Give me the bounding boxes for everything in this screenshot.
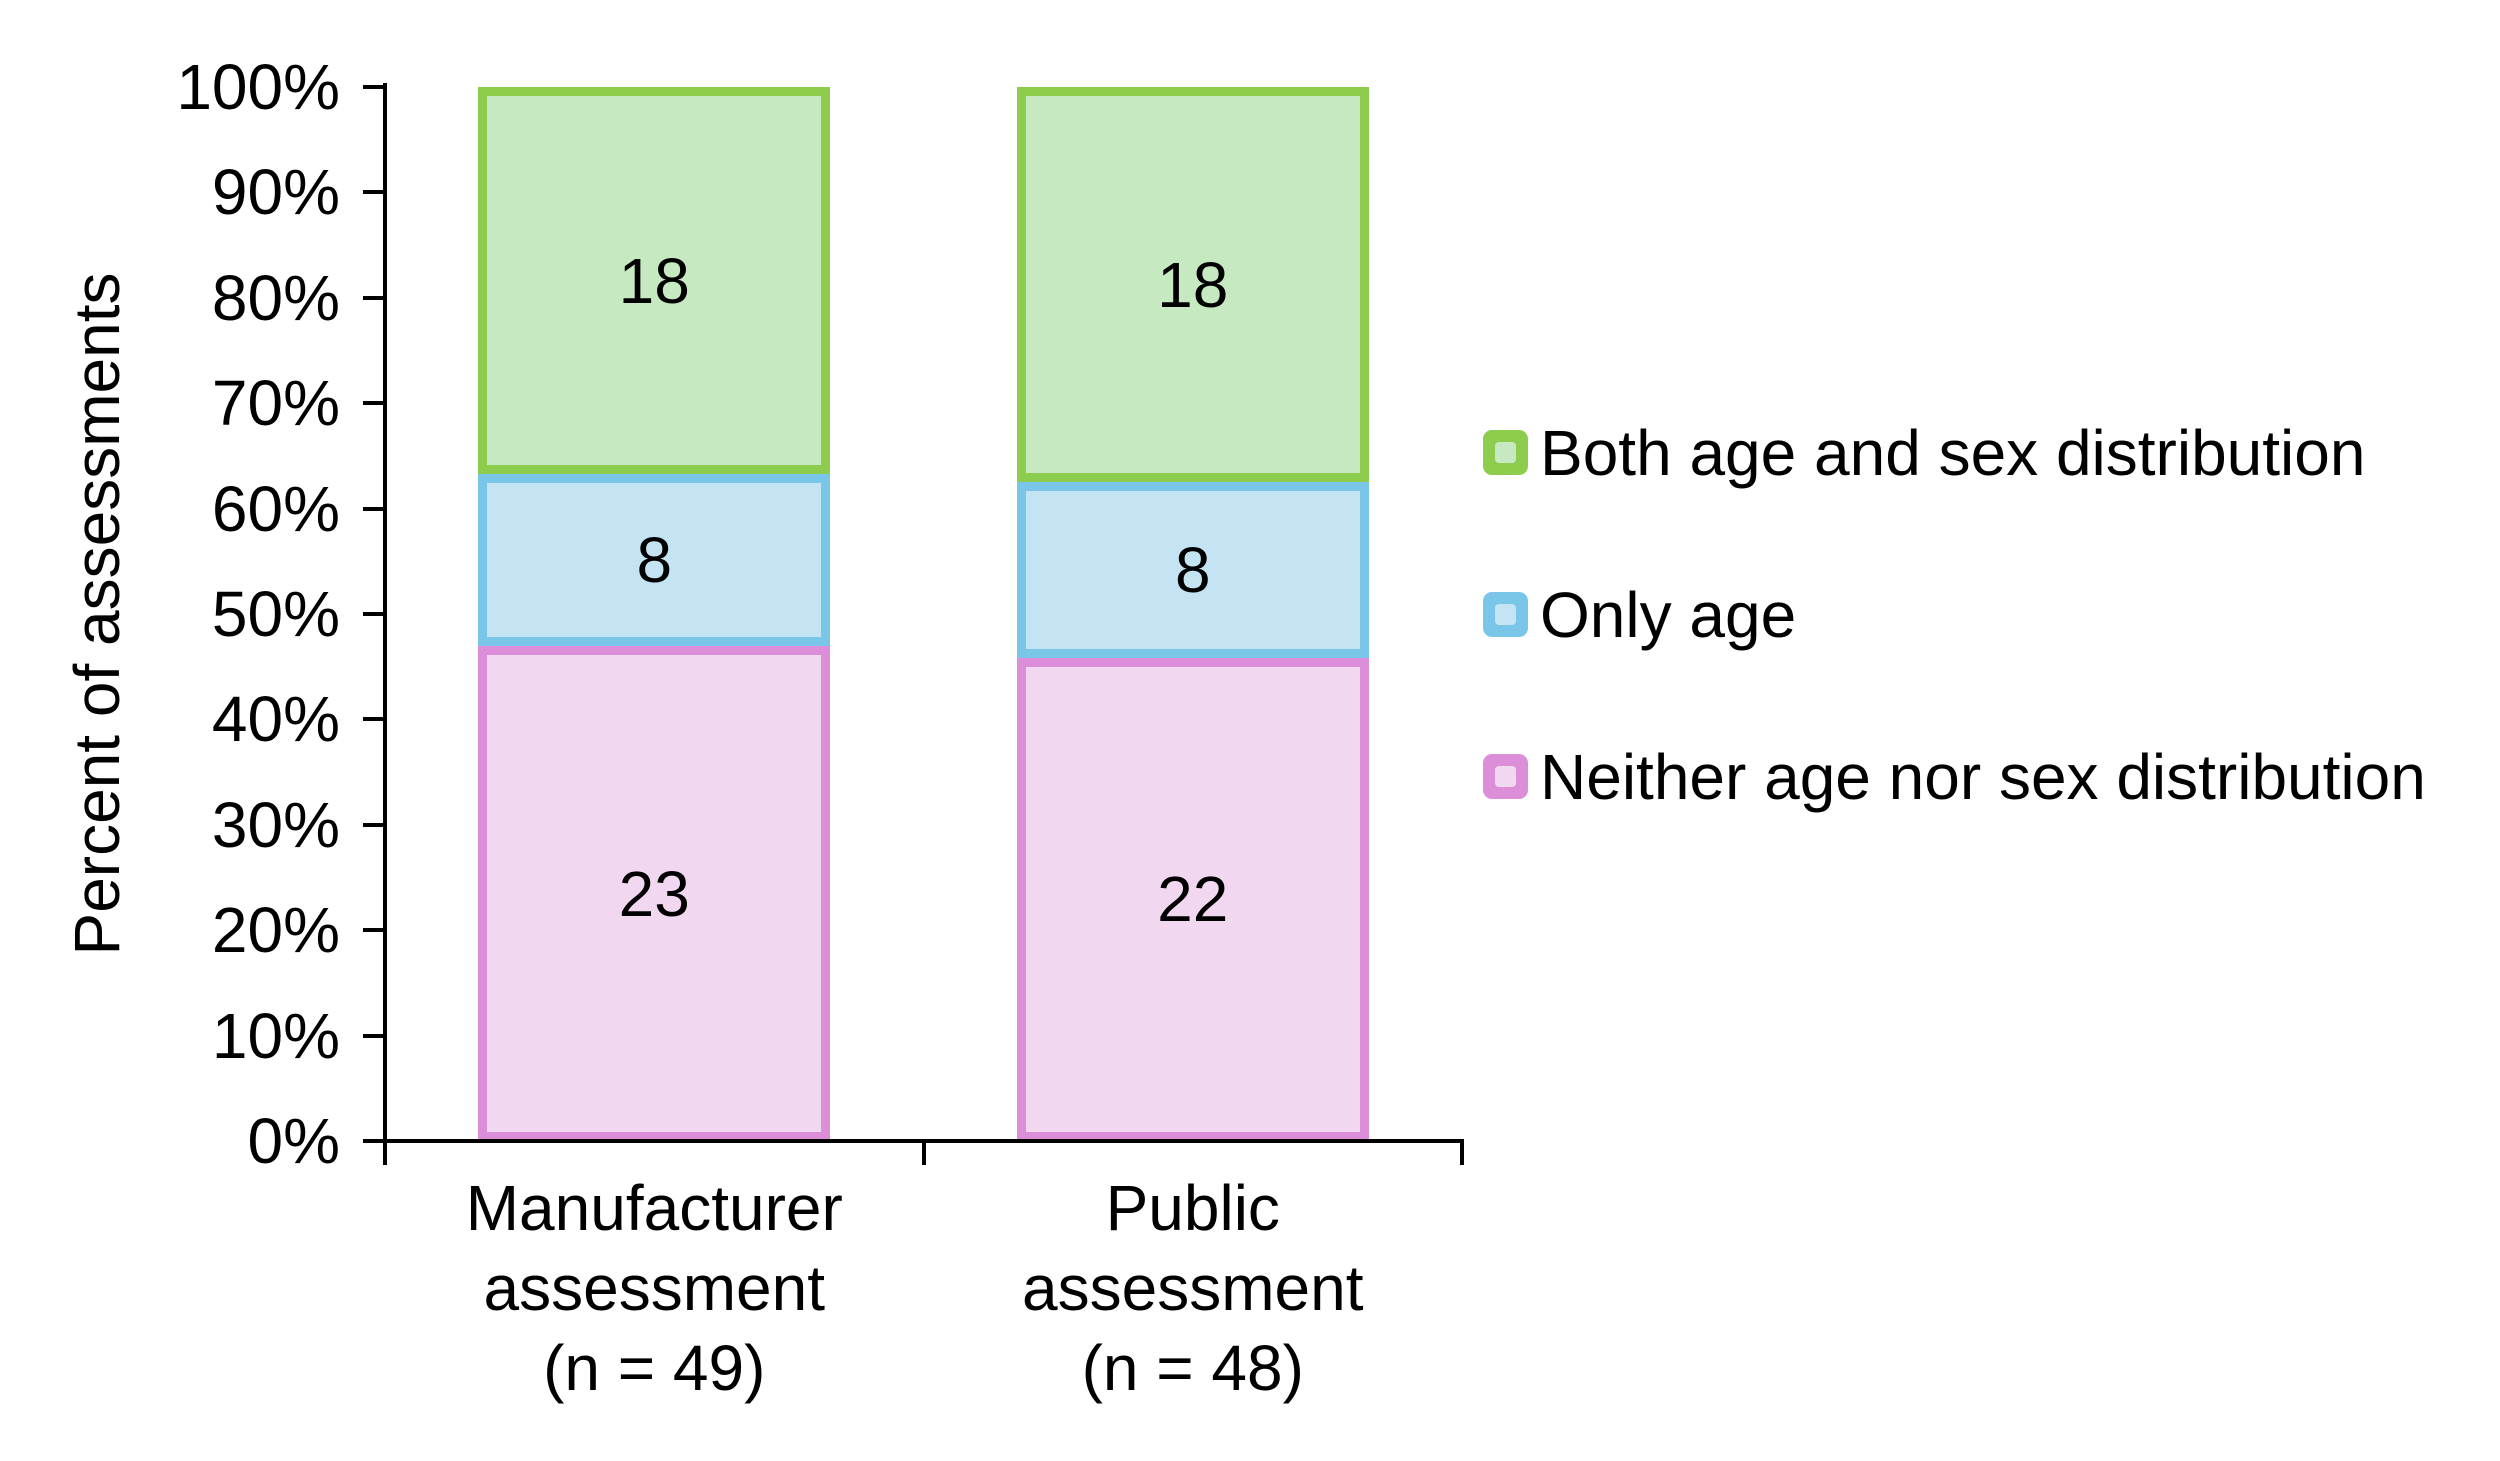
bar-segment: [1016, 482, 1369, 658]
bar-segment: [478, 87, 831, 475]
y-tick-mark: [363, 401, 385, 406]
category-label-line: Manufacturer: [465, 1172, 843, 1244]
y-tick-label: 30%: [211, 788, 340, 861]
y-tick-mark: [363, 190, 385, 195]
y-tick-label: 100%: [176, 51, 340, 123]
category-label-line: (n = 48): [1081, 1332, 1304, 1404]
y-tick-mark: [363, 928, 385, 933]
bar-segment: [1016, 657, 1369, 1141]
category-label: Public assessment (n = 48): [923, 1168, 1463, 1408]
y-tick-label: 50%: [211, 578, 340, 650]
y-tick-label: 70%: [211, 367, 340, 440]
bar-segment: [478, 474, 831, 647]
legend-swatch-inner-icon: [1495, 604, 1516, 625]
bar-value-label: 18: [1157, 248, 1229, 321]
y-tick-label: 80%: [211, 261, 340, 334]
category-label-line: assessment: [483, 1252, 825, 1324]
legend-swatch: [1483, 592, 1528, 637]
y-tick-mark: [363, 506, 385, 511]
bar-value-label: 22: [1157, 863, 1229, 936]
legend-label: Only age: [1540, 578, 1797, 651]
bar-value-label: 8: [636, 524, 673, 597]
y-tick-label: 60%: [211, 472, 340, 545]
category-label-line: assessment: [1022, 1252, 1364, 1324]
x-tick-mark: [1460, 1141, 1464, 1165]
bar-value-label: 18: [618, 244, 690, 317]
y-axis-line: [383, 83, 387, 1165]
x-tick-mark: [383, 1141, 387, 1165]
x-tick-mark: [921, 1141, 926, 1165]
y-tick-label: 20%: [211, 894, 340, 967]
legend-swatch: [1483, 754, 1528, 799]
legend-swatch-inner-icon: [1495, 766, 1516, 787]
y-tick-mark: [363, 1033, 385, 1038]
legend-label: Neither age nor sex distribution: [1540, 740, 2426, 813]
legend-label: Both age and sex distribution: [1540, 416, 2366, 489]
y-tick-label: 10%: [211, 999, 340, 1072]
bar-value-label: 8: [1174, 534, 1211, 607]
y-tick-mark: [363, 822, 385, 827]
category-label-line: Public: [1105, 1172, 1280, 1244]
y-tick-mark: [363, 612, 385, 616]
category-label: Manufacturer assessment (n = 49): [384, 1168, 924, 1408]
y-tick-mark: [363, 85, 385, 89]
y-tick-label: 0%: [247, 1105, 341, 1177]
bar-value-label: 23: [618, 857, 690, 930]
category-label-line: (n = 49): [543, 1332, 766, 1404]
y-tick-mark: [363, 717, 385, 722]
x-axis-line: [363, 1139, 1464, 1143]
legend-swatch: [1483, 430, 1528, 475]
bar-segment: [1016, 87, 1369, 483]
legend-swatch-inner-icon: [1495, 442, 1516, 463]
bar-segment: [478, 646, 831, 1141]
y-tick-mark: [363, 295, 385, 300]
y-tick-label: 40%: [211, 683, 340, 756]
y-tick-label: 90%: [211, 156, 340, 229]
